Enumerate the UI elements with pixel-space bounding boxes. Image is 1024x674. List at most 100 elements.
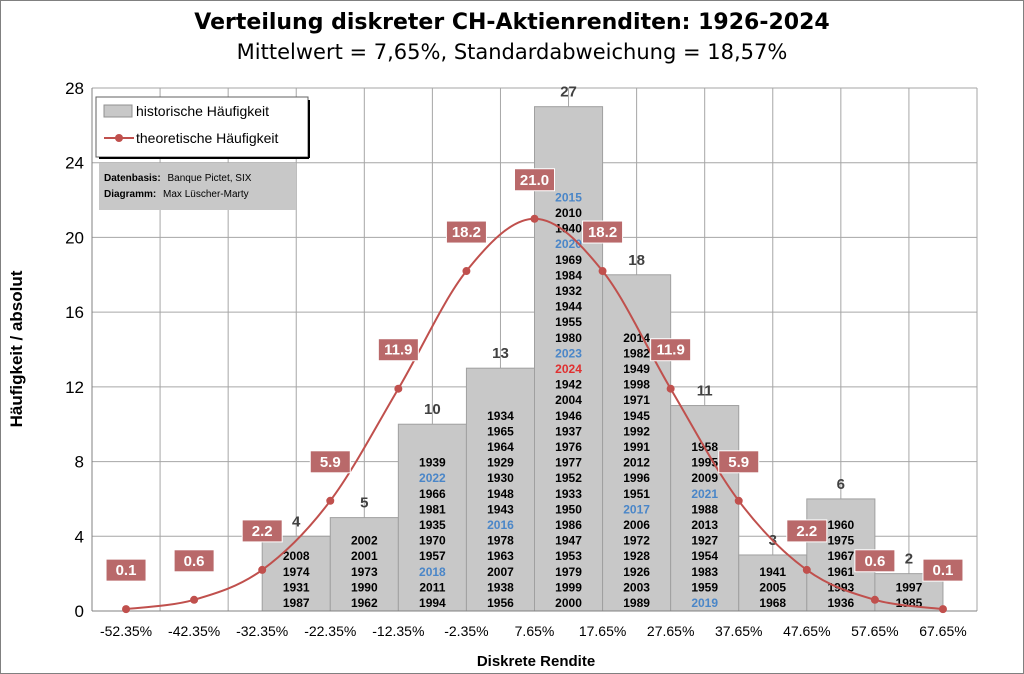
bar-count-label: 5 xyxy=(360,495,368,512)
year-label: 1938 xyxy=(487,580,514,594)
legend-label-historical: historische Häufigkeit xyxy=(136,103,269,119)
legend-label-theoretical: theoretische Häufigkeit xyxy=(136,130,279,146)
year-label: 1956 xyxy=(487,596,514,610)
year-label: 1967 xyxy=(827,549,854,563)
curve-value-box xyxy=(241,519,283,543)
year-label: 1934 xyxy=(487,409,514,423)
year-label: 1935 xyxy=(419,518,446,532)
x-tick-label: -12.35% xyxy=(372,623,424,639)
y-tick-label: 20 xyxy=(65,228,84,247)
year-label: 1994 xyxy=(419,596,446,610)
year-label: 1942 xyxy=(555,378,582,392)
curve-value-box xyxy=(922,558,964,582)
year-label: 2022 xyxy=(419,471,446,485)
curve-value-box xyxy=(582,220,624,244)
curve-value-box xyxy=(445,220,487,244)
year-label: 2007 xyxy=(487,565,514,579)
x-tick-label: 47.65% xyxy=(783,623,830,639)
year-label: 1943 xyxy=(487,502,514,516)
year-label: 2010 xyxy=(555,206,582,220)
year-label: 1932 xyxy=(555,284,582,298)
year-label: 1979 xyxy=(555,565,582,579)
year-label: 2014 xyxy=(623,331,650,345)
year-label: 1957 xyxy=(419,549,446,563)
year-label: 2021 xyxy=(691,487,718,501)
svg-text:Datenbasis: Banque Picte: Datenbasis: Banque Pictet, SIX xyxy=(104,173,252,184)
year-label: 2024 xyxy=(555,362,582,376)
curve-value-label: 11.9 xyxy=(656,342,684,359)
year-label: 1933 xyxy=(555,487,582,501)
year-label: 1960 xyxy=(827,518,854,532)
year-label: 1970 xyxy=(419,534,446,548)
source-box: Datenbasis: Banque Pictet, SIX Diagramm:… xyxy=(99,163,296,210)
curve-point xyxy=(802,565,811,574)
year-label: 1989 xyxy=(623,596,650,610)
year-label: 1963 xyxy=(487,549,514,563)
year-label: 2011 xyxy=(419,580,445,594)
curve-point xyxy=(870,595,879,604)
year-label: 1973 xyxy=(351,565,378,579)
bar-count-label: 11 xyxy=(697,383,713,400)
year-label: 2003 xyxy=(623,580,650,594)
bar xyxy=(465,367,535,612)
curve-point xyxy=(938,605,947,614)
curve-value-label: 0.6 xyxy=(184,553,205,570)
y-tick-label: 4 xyxy=(75,527,84,546)
year-label: 1947 xyxy=(555,534,582,548)
x-tick-label: -32.35% xyxy=(236,623,288,639)
year-label: 1977 xyxy=(555,456,582,470)
curve-value-label: 2.2 xyxy=(796,523,817,540)
legend-swatch-bar xyxy=(103,104,133,118)
year-label: 1996 xyxy=(623,471,650,485)
y-tick-label: 28 xyxy=(65,79,84,98)
bar xyxy=(738,554,808,612)
bar xyxy=(670,405,740,612)
year-label: 1972 xyxy=(623,534,650,548)
x-tick-label: 7.65% xyxy=(515,623,555,639)
year-label: 1986 xyxy=(555,518,582,532)
year-label: 2013 xyxy=(691,518,718,532)
curve-value-label: 11.9 xyxy=(384,342,412,359)
year-label: 1974 xyxy=(283,565,310,579)
chart-title: Verteilung diskreter CH-Aktienrenditen: … xyxy=(194,10,830,35)
year-label: 1962 xyxy=(351,596,378,610)
bar-count-label: 10 xyxy=(424,401,441,418)
curve-value-box xyxy=(854,549,896,573)
year-label: 2008 xyxy=(283,549,310,563)
year-label: 1969 xyxy=(555,253,582,267)
year-label: 1961 xyxy=(827,565,854,579)
x-tick-label: -2.35% xyxy=(444,623,488,639)
year-label: 1990 xyxy=(351,580,378,594)
curve-point xyxy=(666,384,675,393)
curve-point xyxy=(462,267,471,276)
y-tick-label: 0 xyxy=(75,602,84,621)
year-label: 1951 xyxy=(623,487,650,501)
year-label: 1955 xyxy=(555,315,582,329)
year-label: 1950 xyxy=(555,502,582,516)
year-label: 1927 xyxy=(691,534,718,548)
curve-value-box xyxy=(309,450,351,474)
year-label: 2006 xyxy=(623,518,650,532)
curve-value-box xyxy=(786,519,828,543)
bar xyxy=(397,423,467,612)
year-label: 1926 xyxy=(623,565,650,579)
year-label: 1936 xyxy=(827,596,854,610)
curve-point xyxy=(530,214,539,223)
y-tick-label: 12 xyxy=(65,378,84,397)
year-label: 1987 xyxy=(283,596,310,610)
bar-count-label: 2 xyxy=(905,551,913,568)
bars xyxy=(261,106,944,612)
curve-value-box xyxy=(718,450,760,474)
year-label: 1982 xyxy=(623,346,650,360)
curve-point xyxy=(394,384,403,393)
curve-value-label: 0.6 xyxy=(864,553,885,570)
curve-value-box xyxy=(105,558,147,582)
curve-value-label: 0.1 xyxy=(116,562,137,579)
year-label: 2009 xyxy=(691,471,718,485)
curve-value-label: 21.0 xyxy=(520,172,549,189)
year-label: 1978 xyxy=(487,534,514,548)
year-label: 1997 xyxy=(896,580,923,594)
year-label: 2015 xyxy=(555,190,582,204)
year-label: 1984 xyxy=(555,268,582,282)
